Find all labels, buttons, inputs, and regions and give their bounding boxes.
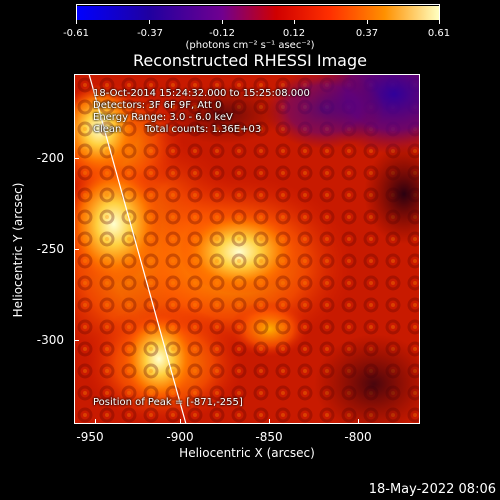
footer-date: 18-May-2022 08:06 <box>368 482 496 497</box>
colorbar-tick-label: 0.61 <box>427 28 451 39</box>
colorbar-tickmark <box>76 20 77 24</box>
colorbar-tickmark <box>367 20 368 24</box>
x-tickmark <box>95 419 96 424</box>
x-tickmark <box>269 419 270 424</box>
colorbar-tick-label: -0.61 <box>63 28 89 39</box>
y-tickmark <box>74 158 79 159</box>
y-tickmark <box>74 340 79 341</box>
colorbar-tickmark <box>222 20 223 24</box>
y-axis-label: Heliocentric Y (arcsec) <box>11 182 25 318</box>
colorbar-tick-label: -0.12 <box>209 28 235 39</box>
colorbar-tick-label: -0.37 <box>137 28 163 39</box>
rhessi-image <box>74 74 420 424</box>
image-raster <box>74 74 420 424</box>
colorbar-gradient <box>77 6 439 20</box>
total-counts-text: Total counts: 1.36E+03 <box>145 124 262 135</box>
x-tick-label: -950 <box>76 430 104 444</box>
colorbar-tick-label: 0.37 <box>355 28 379 39</box>
x-axis-label: Heliocentric X (arcsec) <box>179 446 315 460</box>
x-tickmark <box>180 419 181 424</box>
y-tickmark <box>74 249 79 250</box>
x-tick-label: -900 <box>166 430 194 444</box>
y-tick-label: -300 <box>36 333 64 347</box>
colorbar-units: (photons cm⁻² s⁻¹ asec⁻²) <box>185 40 315 51</box>
solar-limb-line <box>88 74 187 424</box>
x-tickmark <box>358 419 359 424</box>
colorbar <box>76 4 440 20</box>
colorbar-tickmark <box>294 20 295 24</box>
detectors-text: Detectors: 3F 6F 9F, Att 0 <box>93 100 222 111</box>
algorithm-text: Clean <box>93 124 122 135</box>
time-range-text: 18-Oct-2014 15:24:32.000 to 15:25:08.000 <box>93 88 310 99</box>
y-tick-label: -200 <box>36 151 64 165</box>
energy-range-text: Energy Range: 3.0 - 6.0 keV <box>93 112 233 123</box>
colorbar-tickmark <box>149 20 150 24</box>
peak-position-text: Position of Peak = [-871,-255] <box>93 397 243 408</box>
y-tick-label: -250 <box>36 242 64 256</box>
x-tick-label: -800 <box>344 430 372 444</box>
colorbar-tickmark <box>439 20 440 24</box>
image-title: Reconstructed RHESSI Image <box>133 51 367 70</box>
x-tick-label: -850 <box>255 430 283 444</box>
colorbar-tick-label: 0.12 <box>282 28 306 39</box>
